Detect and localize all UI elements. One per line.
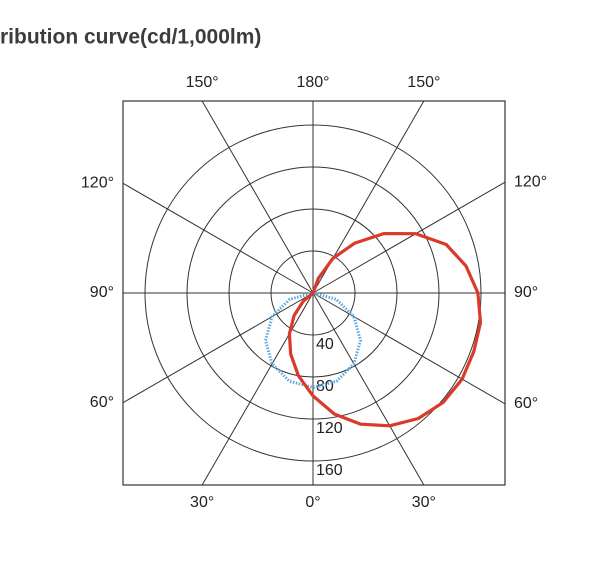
spoke-grid xyxy=(122,182,314,294)
spoke-grid xyxy=(312,292,425,486)
angle-label: 120° xyxy=(81,175,114,192)
spoke-grid xyxy=(201,292,314,486)
spoke-grid xyxy=(122,292,314,404)
distribution-curve xyxy=(264,291,362,389)
spoke-grid xyxy=(201,100,314,294)
angle-label: 30° xyxy=(412,494,436,511)
chart-title: ribution curve(cd/1,000lm) xyxy=(0,26,261,49)
spoke-grid xyxy=(312,292,506,405)
radial-label: 120 xyxy=(316,420,343,437)
angle-label: 150° xyxy=(186,74,219,91)
angle-label: 30° xyxy=(190,494,214,511)
angle-label: 180° xyxy=(296,74,329,91)
angle-label: 150° xyxy=(407,74,440,91)
distribution-curve xyxy=(287,232,483,428)
angle-label: 90° xyxy=(90,284,114,301)
radial-label: 40 xyxy=(316,336,334,353)
radial-label: 160 xyxy=(316,462,343,479)
spoke-grid xyxy=(312,181,506,294)
radial-label: 80 xyxy=(316,378,334,395)
angle-label: 0° xyxy=(305,494,320,511)
angle-label: 90° xyxy=(514,284,538,301)
angle-label: 60° xyxy=(514,395,538,412)
angle-label: 60° xyxy=(90,394,114,411)
angle-label: 120° xyxy=(514,173,547,190)
